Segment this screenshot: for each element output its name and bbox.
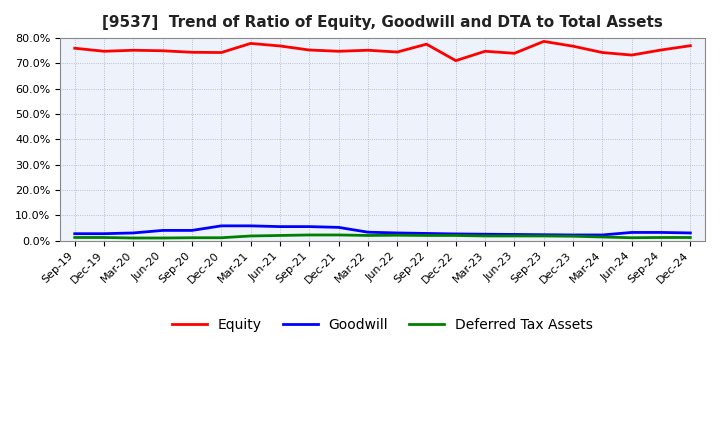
Equity (276, 43, 284, 48)
Equity (539, 39, 548, 44)
Equity (393, 49, 402, 55)
Deferred Tax Assets (305, 232, 314, 238)
Deferred Tax Assets (334, 232, 343, 238)
Goodwill (71, 231, 79, 236)
Title: [9537]  Trend of Ratio of Equity, Goodwill and DTA to Total Assets: [9537] Trend of Ratio of Equity, Goodwil… (102, 15, 663, 30)
Deferred Tax Assets (686, 235, 695, 240)
Goodwill (188, 228, 197, 233)
Deferred Tax Assets (217, 235, 225, 240)
Deferred Tax Assets (158, 235, 167, 241)
Deferred Tax Assets (364, 233, 372, 238)
Goodwill (481, 231, 490, 237)
Line: Equity: Equity (75, 41, 690, 61)
Equity (246, 41, 255, 46)
Deferred Tax Assets (657, 235, 665, 240)
Goodwill (569, 232, 577, 238)
Equity (627, 52, 636, 58)
Deferred Tax Assets (188, 235, 197, 240)
Deferred Tax Assets (100, 235, 109, 240)
Deferred Tax Assets (569, 234, 577, 239)
Legend: Equity, Goodwill, Deferred Tax Assets: Equity, Goodwill, Deferred Tax Assets (166, 312, 598, 337)
Line: Goodwill: Goodwill (75, 226, 690, 235)
Equity (510, 51, 519, 56)
Goodwill (422, 231, 431, 236)
Goodwill (627, 230, 636, 235)
Equity (481, 49, 490, 54)
Deferred Tax Assets (246, 233, 255, 238)
Goodwill (598, 232, 607, 238)
Equity (188, 50, 197, 55)
Goodwill (539, 232, 548, 237)
Equity (305, 48, 314, 53)
Deferred Tax Assets (129, 235, 138, 241)
Deferred Tax Assets (481, 233, 490, 238)
Equity (158, 48, 167, 53)
Equity (657, 48, 665, 53)
Deferred Tax Assets (510, 233, 519, 238)
Equity (422, 41, 431, 47)
Equity (129, 48, 138, 53)
Deferred Tax Assets (451, 233, 460, 238)
Goodwill (276, 224, 284, 229)
Equity (364, 48, 372, 53)
Equity (686, 43, 695, 48)
Goodwill (364, 230, 372, 235)
Deferred Tax Assets (276, 233, 284, 238)
Goodwill (393, 230, 402, 235)
Goodwill (129, 230, 138, 235)
Deferred Tax Assets (627, 235, 636, 240)
Line: Deferred Tax Assets: Deferred Tax Assets (75, 235, 690, 238)
Equity (334, 49, 343, 54)
Equity (71, 46, 79, 51)
Goodwill (217, 223, 225, 228)
Deferred Tax Assets (71, 235, 79, 240)
Goodwill (246, 223, 255, 228)
Equity (451, 58, 460, 63)
Equity (569, 44, 577, 49)
Goodwill (334, 225, 343, 230)
Goodwill (305, 224, 314, 229)
Deferred Tax Assets (393, 233, 402, 238)
Goodwill (451, 231, 460, 237)
Goodwill (100, 231, 109, 236)
Goodwill (657, 230, 665, 235)
Deferred Tax Assets (539, 233, 548, 238)
Equity (217, 50, 225, 55)
Goodwill (158, 228, 167, 233)
Deferred Tax Assets (598, 235, 607, 240)
Goodwill (686, 230, 695, 235)
Equity (598, 50, 607, 55)
Equity (100, 49, 109, 54)
Deferred Tax Assets (422, 233, 431, 238)
Goodwill (510, 232, 519, 237)
